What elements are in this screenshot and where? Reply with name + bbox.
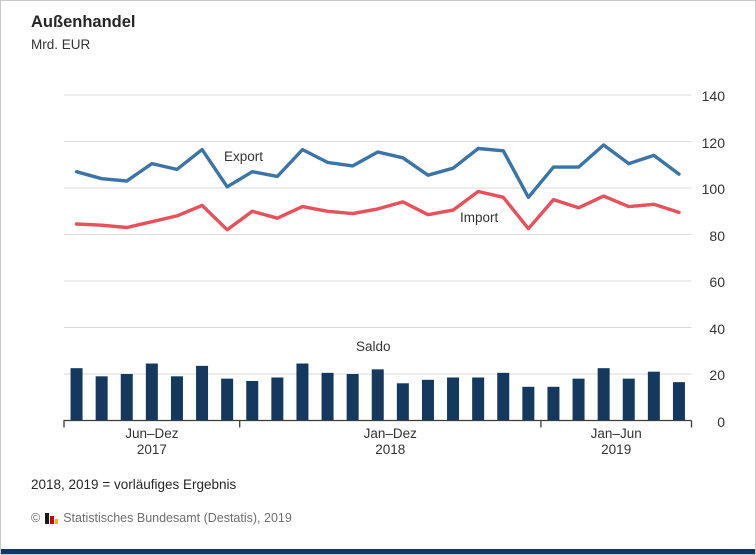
saldo-bar — [170, 376, 183, 421]
saldo-bar — [196, 365, 209, 421]
saldo-bar — [547, 386, 560, 421]
period-year-label: 2018 — [375, 442, 406, 457]
saldo-bar — [321, 372, 334, 421]
y-axis-tick-label: 60 — [709, 274, 725, 290]
saldo-bar — [296, 363, 309, 421]
period-months-label: Jan–Jun — [590, 426, 642, 441]
saldo-bar — [95, 376, 108, 421]
series-label-saldo: Saldo — [356, 339, 391, 354]
copyright-text: Statistisches Bundesamt (Destatis), 2019 — [63, 511, 292, 525]
x-axis-period-label: Jan–Jun 2019 — [591, 426, 642, 458]
destatis-logo-icon — [45, 512, 59, 524]
x-axis-period-label: Jun–Dez 2017 — [125, 426, 178, 458]
series-line-export — [74, 143, 681, 200]
y-axis-tick-label: 120 — [701, 134, 725, 151]
saldo-bar — [672, 382, 685, 421]
y-axis-tick-label: 40 — [709, 320, 725, 337]
x-axis-period-label: Jan–Dez 2018 — [364, 426, 417, 458]
period-months-label: Jan–Dez — [363, 426, 417, 441]
period-months-label: Jun–Dez — [125, 426, 179, 441]
bottom-accent-bar — [1, 549, 755, 554]
y-axis-tick-label: 140 — [701, 88, 725, 104]
copyright-line: © Statistisches Bundesamt (Destatis), 20… — [31, 511, 292, 525]
copyright-symbol: © — [31, 511, 41, 525]
saldo-bar — [497, 372, 510, 421]
saldo-bar — [120, 374, 133, 421]
y-axis-tick-label: 0 — [717, 413, 725, 430]
saldo-bar — [522, 386, 535, 421]
logo-bar-black — [45, 513, 50, 524]
saldo-bar — [221, 378, 234, 421]
saldo-bar — [597, 368, 610, 421]
saldo-bar — [145, 363, 158, 421]
series-label-import: Import — [460, 210, 499, 225]
saldo-bar — [622, 378, 635, 421]
logo-bar-gold — [55, 519, 59, 524]
period-year-label: 2019 — [601, 442, 632, 457]
saldo-bar — [246, 380, 259, 421]
page-title: Außenhandel — [31, 13, 136, 31]
y-axis-tick-label: 80 — [709, 227, 725, 244]
saldo-bar — [572, 378, 585, 421]
y-axis-tick-label: 100 — [701, 181, 725, 197]
saldo-bar — [396, 383, 409, 421]
unit-label: Mrd. EUR — [31, 37, 91, 52]
logo-bar-red — [50, 516, 55, 524]
footnote: 2018, 2019 = vorläufiges Ergebnis — [31, 477, 237, 492]
saldo-bar — [421, 379, 434, 421]
saldo-bar — [271, 377, 284, 421]
saldo-bar — [472, 377, 485, 421]
saldo-bar — [70, 368, 83, 421]
saldo-bar — [346, 374, 359, 421]
period-year-label: 2017 — [136, 442, 167, 457]
series-label-export: Export — [224, 149, 264, 164]
saldo-bar — [647, 371, 660, 421]
series-line-import — [74, 189, 681, 232]
saldo-bar — [371, 369, 384, 421]
y-axis-tick-label: 20 — [709, 367, 725, 383]
saldo-bar — [447, 377, 460, 421]
